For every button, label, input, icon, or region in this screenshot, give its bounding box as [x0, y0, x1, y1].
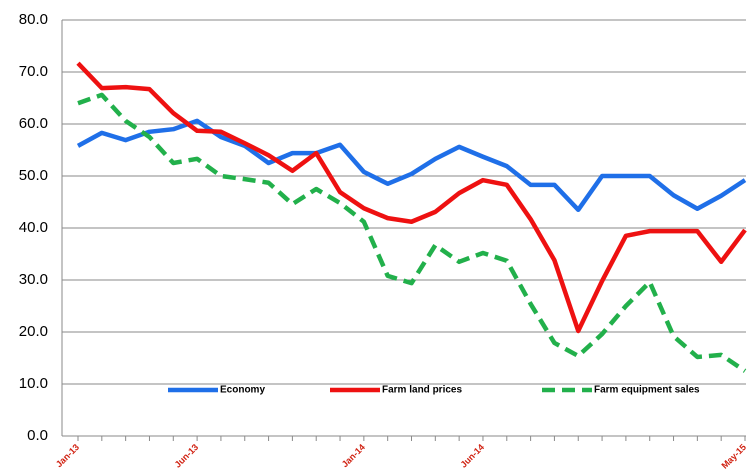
legend-label: Farm equipment sales — [594, 385, 700, 396]
y-tick-label: 30.0 — [19, 271, 48, 288]
series-line — [77, 92, 747, 373]
y-tick-label: 0.0 — [27, 427, 48, 444]
x-tick-label: Jun-13 — [173, 442, 201, 470]
x-tick-label: May-15 — [719, 442, 747, 471]
y-tick-label: 70.0 — [19, 63, 48, 80]
y-tick-label: 40.0 — [19, 219, 48, 236]
x-tick-label: Jan-14 — [340, 442, 367, 469]
legend-label: Economy — [220, 385, 265, 396]
legend-label: Farm land prices — [382, 385, 462, 396]
x-tick-label: Jun-14 — [458, 442, 486, 470]
y-tick-label: 50.0 — [19, 167, 48, 184]
y-tick-label: 10.0 — [19, 375, 48, 392]
y-tick-label: 20.0 — [19, 323, 48, 340]
y-tick-label: 60.0 — [19, 115, 48, 132]
series-line — [76, 61, 747, 334]
x-tick-label: Jan-13 — [54, 442, 81, 469]
series-line — [76, 118, 747, 213]
y-tick-label: 80.0 — [19, 11, 48, 28]
